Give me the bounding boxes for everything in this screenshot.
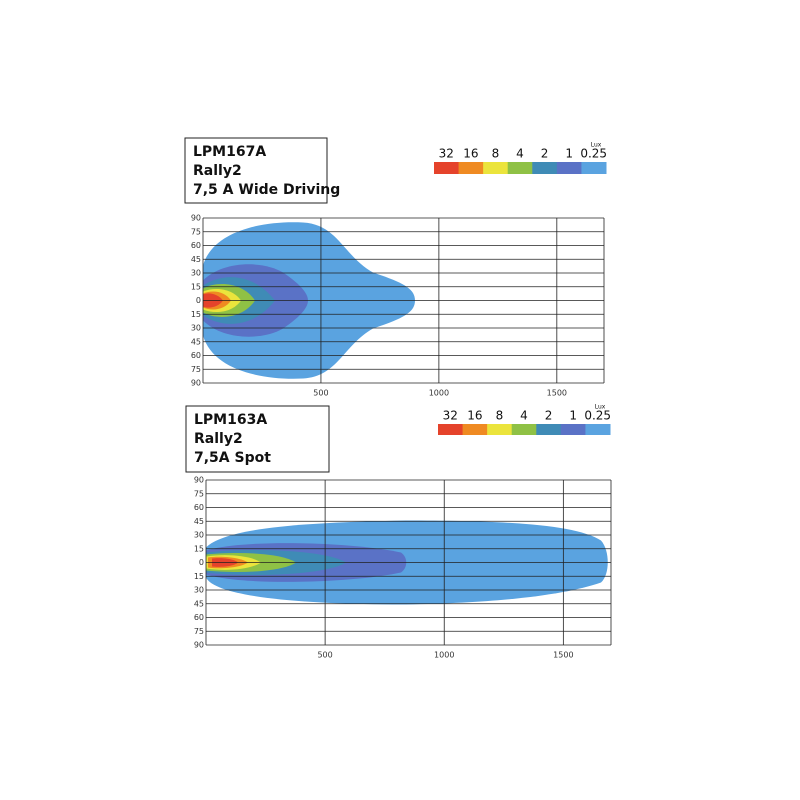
legend-label: 16	[463, 147, 478, 161]
legend-swatch	[532, 162, 558, 174]
x-tick-label: 1500	[553, 651, 573, 660]
y-tick-label: 45	[191, 337, 201, 346]
legend-swatch	[560, 424, 586, 435]
legend-swatch	[536, 424, 562, 435]
y-tick-label: 15	[191, 310, 201, 319]
y-tick-label: 30	[194, 586, 204, 595]
legend-swatch	[585, 424, 611, 435]
legend-swatch	[511, 424, 537, 435]
legend-unit: Lux	[591, 142, 602, 149]
legend-label: 2	[541, 147, 549, 161]
y-tick-label: 45	[194, 599, 204, 608]
y-tick-label: 60	[194, 503, 204, 512]
legend-unit: Lux	[595, 404, 606, 411]
legend-swatch	[581, 162, 607, 174]
legend-label: 8	[496, 409, 504, 423]
legend-swatch	[462, 424, 488, 435]
legend-swatch	[434, 162, 460, 174]
legend-label: 8	[492, 147, 500, 161]
legend-label: 16	[467, 409, 482, 423]
x-tick-label: 1000	[434, 651, 454, 660]
title-line: LPM163A	[194, 412, 267, 428]
y-tick-label: 75	[191, 365, 201, 374]
title-line: Rally2	[193, 163, 242, 179]
x-tick-label: 1000	[429, 389, 449, 398]
title-line: 7,5 A Wide Driving	[193, 182, 340, 198]
legend-label: 1	[565, 147, 573, 161]
legend-label: 1	[569, 409, 577, 423]
title-line: 7,5A Spot	[194, 450, 271, 466]
y-tick-label: 75	[191, 227, 201, 236]
y-tick-label: 75	[194, 489, 204, 498]
y-tick-label: 90	[191, 214, 201, 223]
legend-swatch	[438, 424, 464, 435]
y-tick-label: 90	[194, 641, 204, 650]
y-tick-label: 15	[191, 282, 201, 291]
legend-label: 4	[520, 409, 528, 423]
legend-label: 32	[439, 147, 454, 161]
title-line: Rally2	[194, 431, 243, 447]
legend-swatch	[458, 162, 484, 174]
y-tick-label: 0	[199, 558, 204, 567]
y-tick-label: 90	[191, 379, 201, 388]
legend-label: 32	[443, 409, 458, 423]
y-tick-label: 45	[191, 255, 201, 264]
legend-swatch	[556, 162, 582, 174]
legend-label: 4	[516, 147, 524, 161]
y-tick-label: 0	[196, 296, 201, 305]
y-tick-label: 75	[194, 627, 204, 636]
legend-swatch	[487, 424, 513, 435]
y-tick-label: 60	[194, 613, 204, 622]
y-tick-label: 30	[191, 324, 201, 333]
y-tick-label: 60	[191, 241, 201, 250]
legend-label: 2	[545, 409, 553, 423]
y-tick-label: 90	[194, 476, 204, 485]
y-tick-label: 60	[191, 351, 201, 360]
y-tick-label: 30	[191, 269, 201, 278]
legend-label: 0.25	[584, 409, 611, 423]
x-tick-label: 500	[313, 389, 328, 398]
x-tick-label: 500	[317, 651, 332, 660]
legend-label: 0.25	[580, 147, 607, 161]
title-box	[185, 405, 330, 473]
legend-swatch	[507, 162, 533, 174]
y-tick-label: 15	[194, 544, 204, 553]
x-tick-label: 1500	[547, 389, 567, 398]
legend-swatch	[483, 162, 509, 174]
y-tick-label: 30	[194, 531, 204, 540]
title-line: LPM167A	[193, 144, 266, 160]
title-box	[184, 137, 328, 204]
y-tick-label: 45	[194, 517, 204, 526]
y-tick-label: 15	[194, 572, 204, 581]
